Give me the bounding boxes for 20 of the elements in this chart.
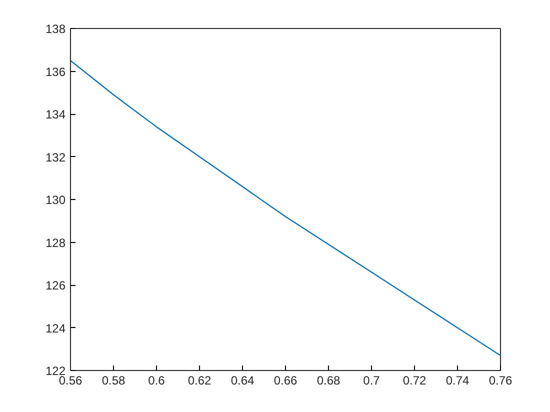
y-tick-label: 130 [45,193,66,207]
line-series [70,60,500,356]
y-tick-label: 128 [45,236,66,250]
y-tick-label: 126 [45,278,66,292]
x-tick-label: 0.66 [274,374,298,388]
x-tick-label: 0.72 [402,374,427,388]
x-tick-label: 0.76 [488,374,513,388]
y-tick-label: 134 [45,108,66,122]
y-tick-label: 138 [45,22,66,36]
y-tick-label: 124 [45,321,66,336]
x-tick-label: 0.6 [148,374,166,388]
x-tick-label: 0.68 [316,374,341,388]
x-tick-label: 0.64 [230,374,255,388]
x-tick-label: 0.74 [446,374,470,388]
y-tick-label: 132 [45,150,66,164]
x-tick-label: 0.58 [102,374,126,388]
x-tick-label: 0.7 [363,374,380,388]
y-tick-label: 136 [45,64,66,79]
x-tick-label: 0.56 [58,374,83,388]
x-tick-label: 0.62 [188,374,212,388]
